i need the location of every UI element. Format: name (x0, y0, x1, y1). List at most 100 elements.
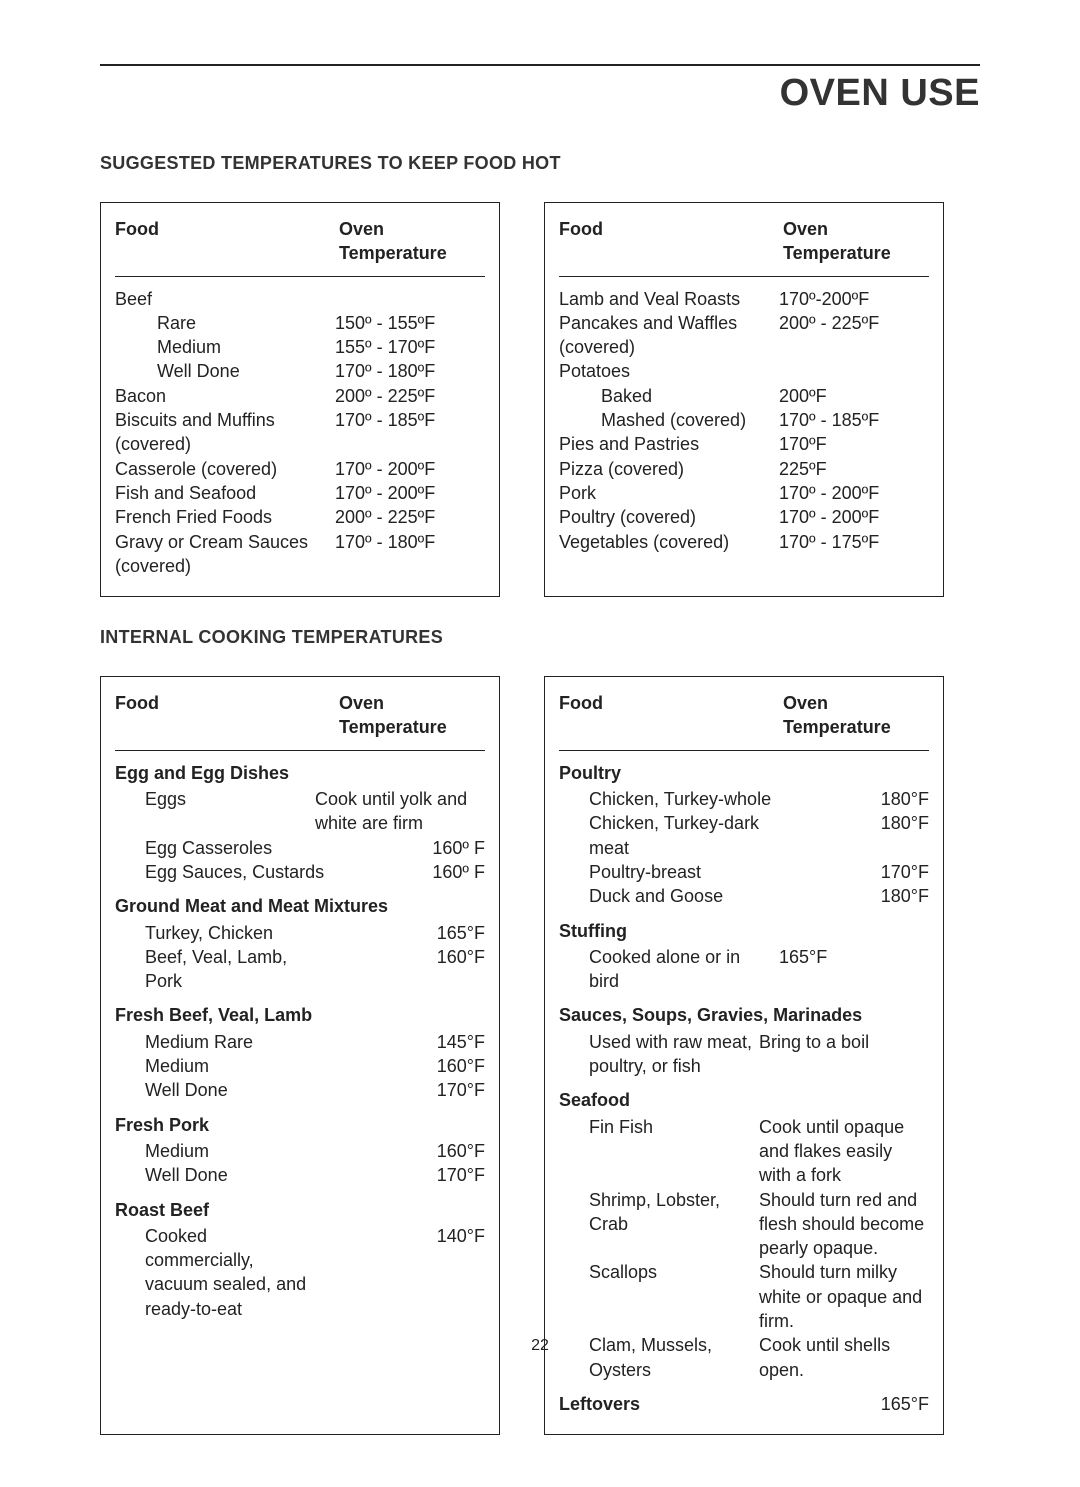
food-label: Poultry (covered) (559, 505, 779, 529)
temp-value: 170º - 200ºF (335, 457, 485, 481)
table-row: Duck and Goose180°F (559, 884, 929, 908)
food-label: Fin Fish (559, 1115, 759, 1188)
table-row: ScallopsShould turn milky white or opaqu… (559, 1260, 929, 1333)
temp-value: 225ºF (779, 457, 929, 481)
food-label: Pork (559, 481, 779, 505)
internal-left-table: Food Oven Temperature Egg and Egg Dishes… (100, 676, 500, 1435)
temp-value: 170°F (335, 1163, 485, 1187)
header-temp-line1: Oven (783, 693, 828, 713)
table-row: EggsCook until yolk and white are firm (115, 787, 485, 836)
temp-value: Cook until opaque and flakes easily with… (759, 1115, 929, 1188)
food-label: Chicken, Turkey-dark meat (559, 811, 779, 860)
temp-value: 170º - 180ºF (335, 530, 485, 579)
food-label: Lamb and Veal Roasts (559, 287, 779, 311)
table-row: Pies and Pastries170ºF (559, 432, 929, 456)
temp-value: 160°F (335, 1054, 485, 1078)
temp-value: 170º - 185ºF (335, 408, 485, 457)
header-divider (559, 276, 929, 277)
table-row: Biscuits and Muffins (covered)170º - 185… (115, 408, 485, 457)
table-row: Pizza (covered)225ºF (559, 457, 929, 481)
category-label: Leftovers (559, 1392, 779, 1416)
temp-value: 200º - 225ºF (335, 384, 485, 408)
header-temp-line1: Oven (783, 219, 828, 239)
table-row: Beef (115, 287, 485, 311)
table-row: Medium160°F (115, 1054, 485, 1078)
table-row: Poultry-breast170°F (559, 860, 929, 884)
food-label: Eggs (115, 787, 315, 836)
food-label: French Fried Foods (115, 505, 335, 529)
food-label: Poultry-breast (559, 860, 779, 884)
temp-value: 170º - 185ºF (779, 408, 929, 432)
category-label: Egg and Egg Dishes (115, 761, 485, 785)
food-label: Scallops (559, 1260, 759, 1333)
temp-value: 155º - 170ºF (335, 335, 485, 359)
food-label: Well Done (115, 1163, 335, 1187)
header-food: Food (559, 691, 779, 740)
category-label: Fresh Beef, Veal, Lamb (115, 1003, 485, 1027)
hot-right-table: Food Oven Temperature Lamb and Veal Roas… (544, 202, 944, 597)
food-label: Pancakes and Waffles (covered) (559, 311, 779, 360)
temp-value: Should turn red and flesh should become … (759, 1188, 929, 1261)
table-row: Medium Rare145°F (115, 1030, 485, 1054)
section2-title: INTERNAL COOKING TEMPERATURES (100, 627, 980, 648)
food-label: Baked (559, 384, 779, 408)
table-row: Pancakes and Waffles (covered)200º - 225… (559, 311, 929, 360)
table-row: Well Done170°F (115, 1078, 485, 1102)
temp-value: 200ºF (779, 384, 929, 408)
temp-value: 170°F (779, 860, 929, 884)
page-title: OVEN USE (100, 72, 980, 115)
header-divider (559, 750, 929, 751)
header-temp-line2: Temperature (339, 715, 485, 739)
temp-value: 140°F (315, 1224, 485, 1321)
table-row: Fin FishCook until opaque and flakes eas… (559, 1115, 929, 1188)
table-row: Poultry (covered)170º - 200ºF (559, 505, 929, 529)
temp-value: 170ºF (779, 432, 929, 456)
table-row: Chicken, Turkey-dark meat180°F (559, 811, 929, 860)
table-header: Food Oven Temperature (559, 217, 929, 272)
table-row: Leftovers165°F (559, 1392, 929, 1416)
temp-value: 180°F (779, 811, 929, 860)
temp-value: 200º - 225ºF (335, 505, 485, 529)
temp-value: 160º F (335, 860, 485, 884)
table-row: Egg Sauces, Custards160º F (115, 860, 485, 884)
temp-value: Cook until yolk and white are firm (315, 787, 485, 836)
page-number: 22 (0, 1337, 1080, 1355)
temp-value: 170º-200ºF (779, 287, 929, 311)
table-header: Food Oven Temperature (115, 691, 485, 746)
table-row: Mashed (covered)170º - 185ºF (559, 408, 929, 432)
internal-tables-row: Food Oven Temperature Egg and Egg Dishes… (100, 676, 980, 1435)
food-label: Biscuits and Muffins (covered) (115, 408, 335, 457)
header-temp: Oven Temperature (779, 217, 929, 266)
food-label: Fish and Seafood (115, 481, 335, 505)
table-header: Food Oven Temperature (115, 217, 485, 272)
table-row: Turkey, Chicken165°F (115, 921, 485, 945)
food-label: Vegetables (covered) (559, 530, 779, 554)
table-row: Cooked commercially, vacuum sealed, and … (115, 1224, 485, 1321)
internal-right-table: Food Oven Temperature Poultry Chicken, T… (544, 676, 944, 1435)
header-food: Food (115, 691, 335, 740)
header-temp: Oven Temperature (335, 217, 485, 266)
header-divider (115, 276, 485, 277)
table-row: Egg Casseroles160º F (115, 836, 485, 860)
category-label: Fresh Pork (115, 1113, 485, 1137)
table-row: Baked200ºF (559, 384, 929, 408)
food-label: Medium (115, 335, 335, 359)
table-row: Pork170º - 200ºF (559, 481, 929, 505)
temp-value: 200º - 225ºF (779, 311, 929, 360)
temp-value: 160°F (335, 1139, 485, 1163)
table-row: Rare150º - 155ºF (115, 311, 485, 335)
food-label: Medium (115, 1054, 335, 1078)
food-label: Casserole (covered) (115, 457, 335, 481)
temp-value: 145°F (335, 1030, 485, 1054)
table-row: Medium160°F (115, 1139, 485, 1163)
header-temp-line1: Oven (339, 219, 384, 239)
table-row: Casserole (covered)170º - 200ºF (115, 457, 485, 481)
temp-value: 170°F (335, 1078, 485, 1102)
hot-tables-row: Food Oven Temperature Beef Rare150º - 15… (100, 202, 980, 597)
table-row: Shrimp, Lobster, CrabShould turn red and… (559, 1188, 929, 1261)
header-temp-line1: Oven (339, 693, 384, 713)
category-label: Sauces, Soups, Gravies, Marinades (559, 1003, 929, 1027)
food-label: Well Done (115, 1078, 335, 1102)
header-food: Food (559, 217, 779, 266)
food-label: Chicken, Turkey-whole (559, 787, 779, 811)
